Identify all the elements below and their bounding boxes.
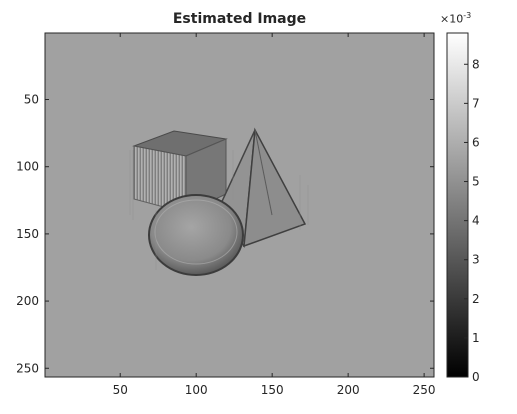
pyramid-right-face bbox=[243, 127, 307, 248]
colorbar-tick-label: 0 bbox=[472, 370, 480, 384]
colorbar-tick-label: 1 bbox=[472, 331, 480, 345]
y-tick-label: 200 bbox=[16, 294, 39, 308]
colorbar-tick-label: 6 bbox=[472, 135, 480, 149]
x-tick-label: 200 bbox=[337, 383, 360, 397]
estimated-image-content bbox=[129, 127, 309, 276]
colorbar-gradient bbox=[447, 33, 468, 377]
y-tick-label: 150 bbox=[16, 227, 39, 241]
y-tick-label: 250 bbox=[16, 361, 39, 375]
x-axis: 50 100 150 200 250 bbox=[113, 33, 436, 397]
x-tick-label: 50 bbox=[113, 383, 128, 397]
colorbar-multiplier-exponent: -3 bbox=[463, 11, 472, 20]
chart-title: Estimated Image bbox=[172, 11, 307, 27]
y-tick-label: 50 bbox=[24, 93, 39, 107]
plot-frame bbox=[44, 32, 435, 378]
colorbar-axis: 0 1 2 3 4 5 6 7 8 bbox=[464, 57, 480, 384]
x-tick-label: 100 bbox=[185, 383, 208, 397]
colorbar-tick-label: 7 bbox=[472, 96, 480, 110]
colorbar-multiplier-base: ×10 bbox=[440, 12, 464, 26]
sphere bbox=[148, 194, 244, 276]
y-axis: 50 100 150 200 250 bbox=[16, 93, 434, 375]
colorbar-multiplier: ×10-3 bbox=[440, 11, 471, 26]
sphere-rim bbox=[154, 199, 238, 265]
reconstruction-artifacts bbox=[129, 150, 309, 270]
colorbar-tick-label: 4 bbox=[472, 214, 480, 228]
x-tick-label: 150 bbox=[261, 383, 284, 397]
y-tick-label: 100 bbox=[16, 160, 39, 174]
colorbar-tick-label: 8 bbox=[472, 57, 480, 71]
pyramid-edge bbox=[254, 129, 273, 216]
colorbar-tick-label: 3 bbox=[472, 253, 480, 267]
colorbar-frame bbox=[446, 32, 469, 378]
colorbar-tick-label: 5 bbox=[472, 175, 480, 189]
x-tick-label: 250 bbox=[413, 383, 436, 397]
colorbar-tick-label: 2 bbox=[472, 292, 480, 306]
